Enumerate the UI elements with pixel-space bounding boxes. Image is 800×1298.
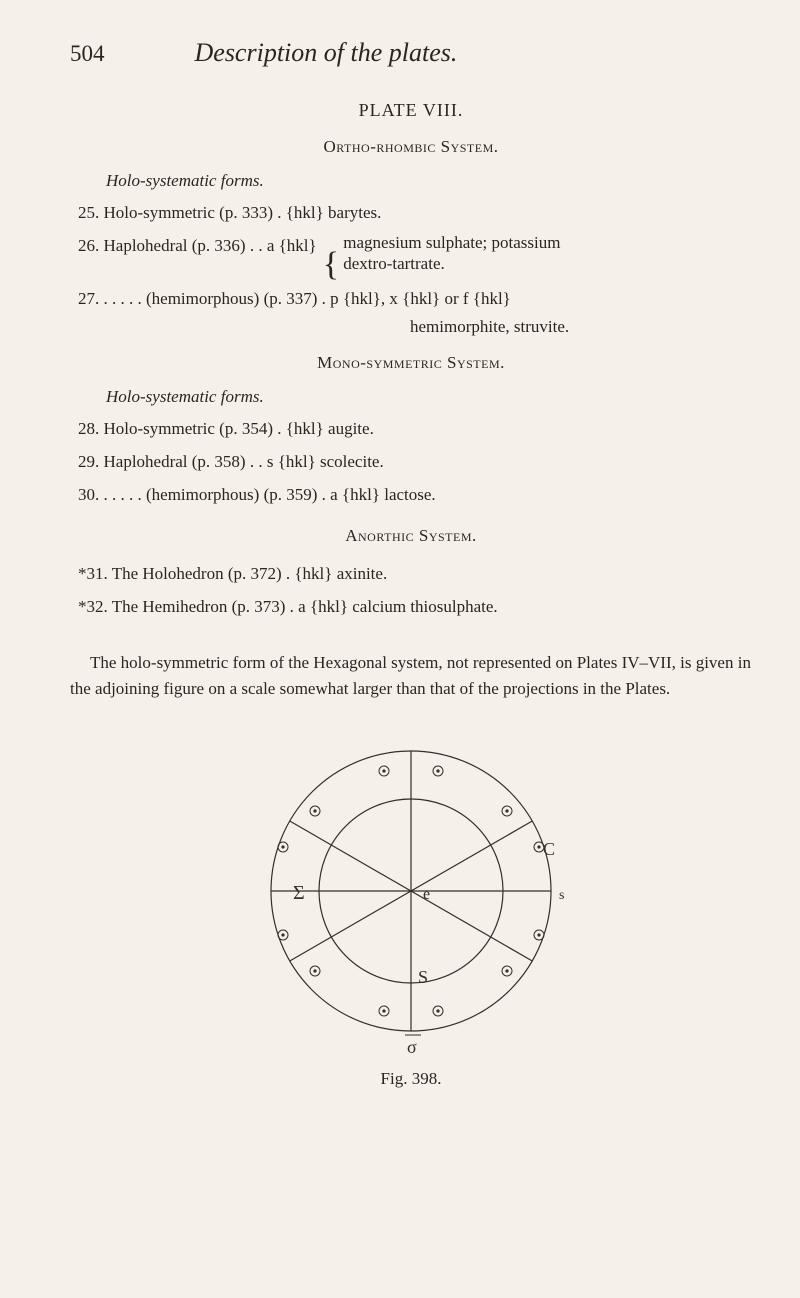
entry-26-r2: dextro-tartrate. [343, 254, 444, 273]
svg-text:e: e [423, 886, 430, 903]
body-paragraph: The holo-symmetric form of the Hexagonal… [70, 650, 752, 703]
running-title: Description of the plates. [195, 38, 458, 68]
entry-28: 28. Holo-symmetric (p. 354) . {hkl} augi… [78, 415, 752, 444]
entry-29: 29. Haplohedral (p. 358) . . s {hkl} sco… [78, 448, 752, 477]
svg-text:S: S [418, 967, 428, 987]
figure-398: Σe s C Sσ Fig. 398. [70, 731, 752, 1089]
left-brace-icon: { [323, 250, 339, 281]
system-anorthic: Anorthic System. [70, 526, 752, 546]
entry-26-left: 26. Haplohedral (p. 336) . . a {hkl} [78, 232, 317, 261]
forms-label: Holo-systematic forms. [106, 171, 752, 191]
svg-text:σ: σ [407, 1037, 417, 1057]
entry-27: 27. . . . . . (hemimorphous) (p. 337) . … [78, 285, 752, 314]
entry-26-r1: magnesium sulphate; potassium [343, 233, 560, 252]
forms-label-2: Holo-systematic forms. [106, 387, 752, 407]
plate-title: PLATE VIII. [70, 100, 752, 121]
system-mono-symmetric: Mono-symmetric System. [70, 353, 752, 373]
figure-caption: Fig. 398. [70, 1069, 752, 1089]
svg-text:C: C [543, 839, 555, 859]
entry-26-brace: { magnesium sulphate; potassium dextro-t… [323, 232, 561, 281]
svg-text:Σ: Σ [293, 882, 305, 904]
system-ortho-rhombic: Ortho-rhombic System. [70, 137, 752, 157]
entry-25: 25. Holo-symmetric (p. 333) . {hkl} bary… [78, 199, 752, 228]
entry-31: *31. The Holohedron (p. 372) . {hkl} axi… [78, 560, 752, 589]
entry-26: 26. Haplohedral (p. 336) . . a {hkl} { m… [78, 232, 752, 281]
entry-32: *32. The Hemihedron (p. 373) . a {hkl} c… [78, 593, 752, 622]
svg-text:s: s [559, 888, 564, 903]
page-header: 504 Description of the plates. [70, 38, 752, 68]
page-number: 504 [70, 41, 105, 67]
entry-27b: hemimorphite, struvite. [410, 317, 752, 337]
hexagonal-projection-diagram: Σe s C Sσ [251, 731, 571, 1061]
entry-30: 30. . . . . . (hemimorphous) (p. 359) . … [78, 481, 752, 510]
